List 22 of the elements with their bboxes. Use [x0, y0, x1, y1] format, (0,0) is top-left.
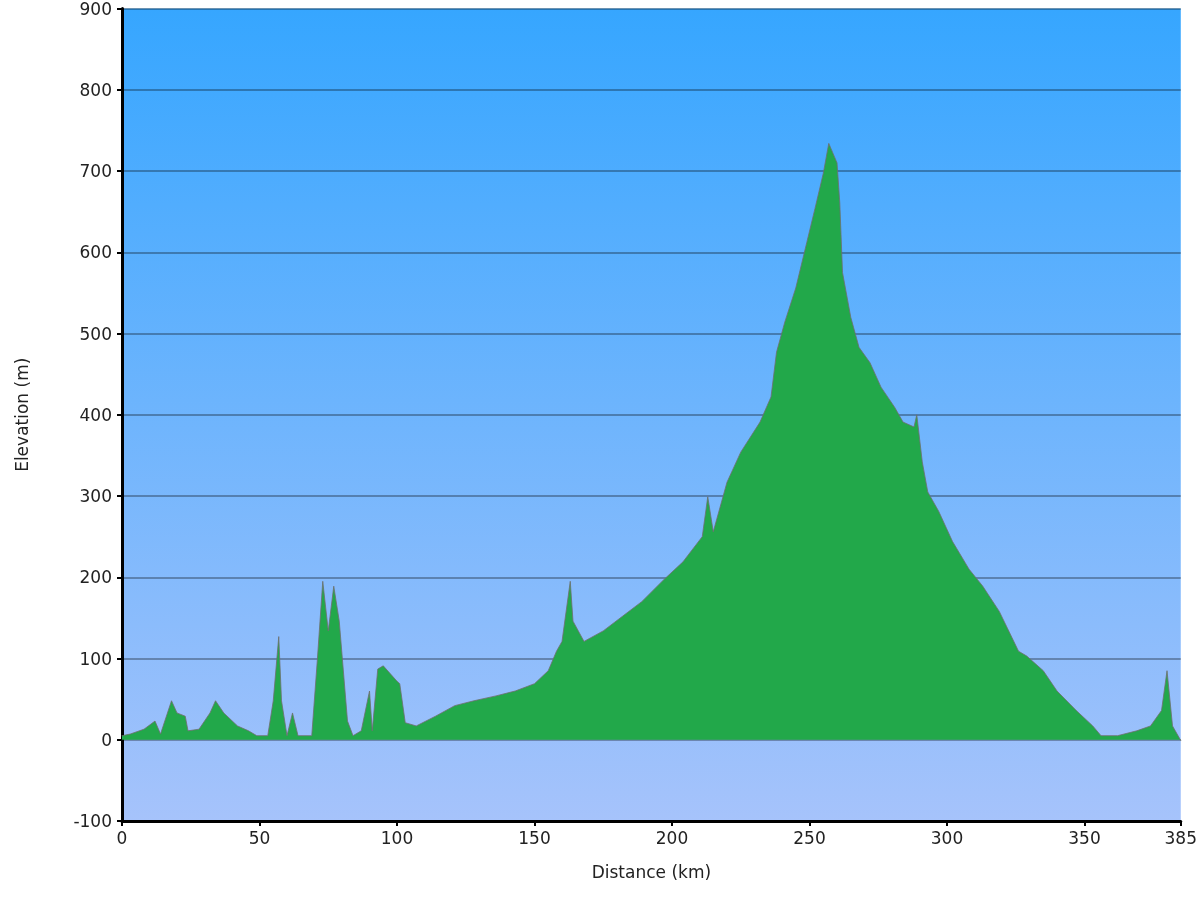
x-tick-label: 150	[518, 827, 551, 848]
x-tick-label: 100	[380, 827, 414, 848]
x-axis-title: Distance (km)	[591, 861, 712, 882]
x-tick-label: 350	[1068, 827, 1101, 848]
y-tick-label: 100	[79, 648, 112, 669]
y-tick-label: 900	[79, 0, 112, 19]
y-axis-title: Elevation (m)	[11, 357, 32, 472]
x-tick-label: 385	[1164, 827, 1197, 848]
y-tick-label: 300	[79, 486, 112, 506]
x-tick-label: 50	[248, 827, 271, 848]
y-tick-label: 200	[79, 567, 112, 588]
x-tick-label: 0	[116, 827, 128, 848]
x-tick-label: 200	[655, 827, 689, 848]
y-tick-label: 700	[79, 161, 112, 181]
y-tick-label: 800	[79, 79, 112, 100]
x-tick-label: 250	[793, 827, 826, 848]
y-tick-label: 500	[79, 323, 112, 344]
y-tick-label: 600	[79, 242, 112, 263]
x-tick-label: 300	[930, 827, 964, 848]
y-tick-label: -100	[73, 811, 112, 831]
y-tick-label: 0	[101, 729, 112, 750]
y-tick-label: 400	[79, 404, 112, 425]
